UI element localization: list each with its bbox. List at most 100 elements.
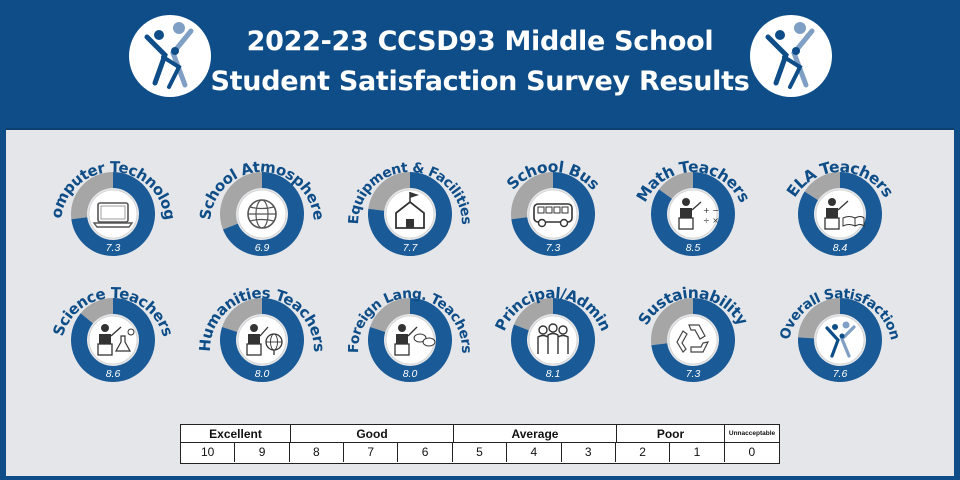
header-banner: 2022-23 CCSD93 Middle School Student Sat… <box>0 0 960 128</box>
donut-science-teachers: 8.6 Science Teachers <box>33 260 193 400</box>
donut-value-label: 8.4 <box>833 242 848 254</box>
donut-foreign-lang-teachers: 8.0 Foreign Lang. Teachers <box>330 260 490 400</box>
svg-text:÷ ×: ÷ × <box>703 216 719 225</box>
donut-value-label: 8.1 <box>546 368 561 380</box>
donut-value-segment <box>71 172 155 256</box>
donut-value-segment <box>220 298 304 382</box>
legend-category-poor: Poor <box>617 425 725 443</box>
donut-value-label: 7.3 <box>546 242 561 254</box>
donut-remainder-segment <box>798 298 840 339</box>
donut-value-segment <box>511 172 595 256</box>
donut-value-segment <box>511 298 595 382</box>
globe-icon <box>247 199 277 229</box>
donut-svg-computer-technology: 7.3Computer Technology <box>47 158 179 256</box>
legend-category-unacceptable: Unnacceptable <box>725 425 779 443</box>
page-title: 2022-23 CCSD93 Middle School Student Sat… <box>200 22 760 102</box>
legend-score-2: 2 <box>616 443 671 462</box>
svg-text:+ −: + − <box>703 206 719 215</box>
legend-category-good: Good <box>291 425 454 443</box>
donut-value-label: 7.3 <box>686 368 701 380</box>
donut-value-label: 8.0 <box>255 368 270 380</box>
recycle-icon <box>676 324 710 353</box>
donut-remainder-segment <box>368 172 410 211</box>
donut-value-label: 7.3 <box>106 242 121 254</box>
donut-value-segment <box>651 172 735 256</box>
legend-score-10: 10 <box>181 443 236 462</box>
legend-category-average: Average <box>454 425 617 443</box>
donut-svg-school-bus: 7.3 School Bus <box>503 158 604 256</box>
ela-teacher-icon <box>824 198 865 230</box>
donut-sustainability: 7.3 Sustainability <box>613 260 773 400</box>
bus-icon <box>533 203 573 228</box>
donut-remainder-segment <box>651 298 693 346</box>
results-panel <box>6 128 954 476</box>
donut-remainder-segment <box>511 172 553 220</box>
legend-score-7: 7 <box>344 443 399 462</box>
donut-value-segment <box>651 298 735 382</box>
donut-remainder-segment <box>370 298 410 332</box>
district-logo-icon <box>825 321 856 358</box>
donut-value-label: 8.0 <box>403 368 418 380</box>
donut-computer-technology: 7.3Computer Technology <box>33 134 193 274</box>
donut-value-segment <box>798 172 882 256</box>
district-logo-icon <box>129 15 211 97</box>
donut-title-label: School Bus <box>503 158 603 193</box>
legend-score-9: 9 <box>235 443 290 462</box>
donut-value-label: 8.6 <box>106 368 121 380</box>
donut-value-label: 7.7 <box>403 242 419 254</box>
donut-value-segment <box>798 298 882 382</box>
admin-group-icon <box>537 323 569 354</box>
legend-score-5: 5 <box>453 443 508 462</box>
donut-remainder-segment <box>71 172 113 220</box>
donut-value-segment <box>368 298 452 382</box>
legend-score-4: 4 <box>507 443 562 462</box>
donut-remainder-segment <box>220 172 262 230</box>
donut-value-label: 7.6 <box>833 368 848 380</box>
donut-center <box>815 189 865 239</box>
donut-equipment-facilities: 7.7 Equipment & Facilities <box>330 134 490 274</box>
science-teacher-icon <box>97 324 135 356</box>
title-line-1: 2022-23 CCSD93 Middle School <box>246 26 714 57</box>
donut-value-segment <box>222 172 304 256</box>
donut-school-bus: 7.3 School Bus <box>473 134 633 274</box>
district-logo-icon <box>750 15 832 97</box>
legend-score-3: 3 <box>562 443 616 462</box>
school-building-icon <box>395 192 425 229</box>
foreign-language-teacher-icon <box>394 324 436 356</box>
donut-center <box>815 315 865 365</box>
legend-category-excellent: Excellent <box>181 425 291 443</box>
legend-score-8: 8 <box>290 443 345 462</box>
donut-humanities-teachers: 8.0 Humanities Teachers <box>182 260 342 400</box>
donut-value-segment <box>368 172 452 256</box>
donut-principal-admin: 8.1 Principal/Admin <box>473 260 633 400</box>
donut-center <box>668 315 718 365</box>
legend-score-1: 1 <box>670 443 725 462</box>
title-line-2: Student Satisfaction Survey Results <box>210 66 750 97</box>
donut-value-label: 8.5 <box>686 242 701 254</box>
donut-school-atmosphere: 6.9 School Atmosphere <box>182 134 342 274</box>
donut-overall-satisfaction: 7.6 Overall Satisfaction <box>760 260 920 400</box>
humanities-teacher-icon <box>246 324 283 356</box>
donut-value-label: 6.9 <box>255 242 270 254</box>
math-teacher-icon: + −÷ × <box>678 198 719 230</box>
laptop-icon <box>92 202 134 228</box>
donut-remainder-segment <box>222 298 262 332</box>
donut-value-segment <box>71 298 155 382</box>
legend-score-6: 6 <box>398 443 453 462</box>
donut-ela-teachers: 8.4 ELA Teachers <box>760 134 920 274</box>
donut-math-teachers: + − ÷ × 8.5 Math Teachers <box>613 134 773 274</box>
rating-scale-legend: Excellent Good Average Poor Unnacceptabl… <box>180 424 780 464</box>
legend-score-0: 0 <box>748 445 756 459</box>
donut-center <box>88 315 138 365</box>
donut-remainder-segment <box>80 298 113 324</box>
